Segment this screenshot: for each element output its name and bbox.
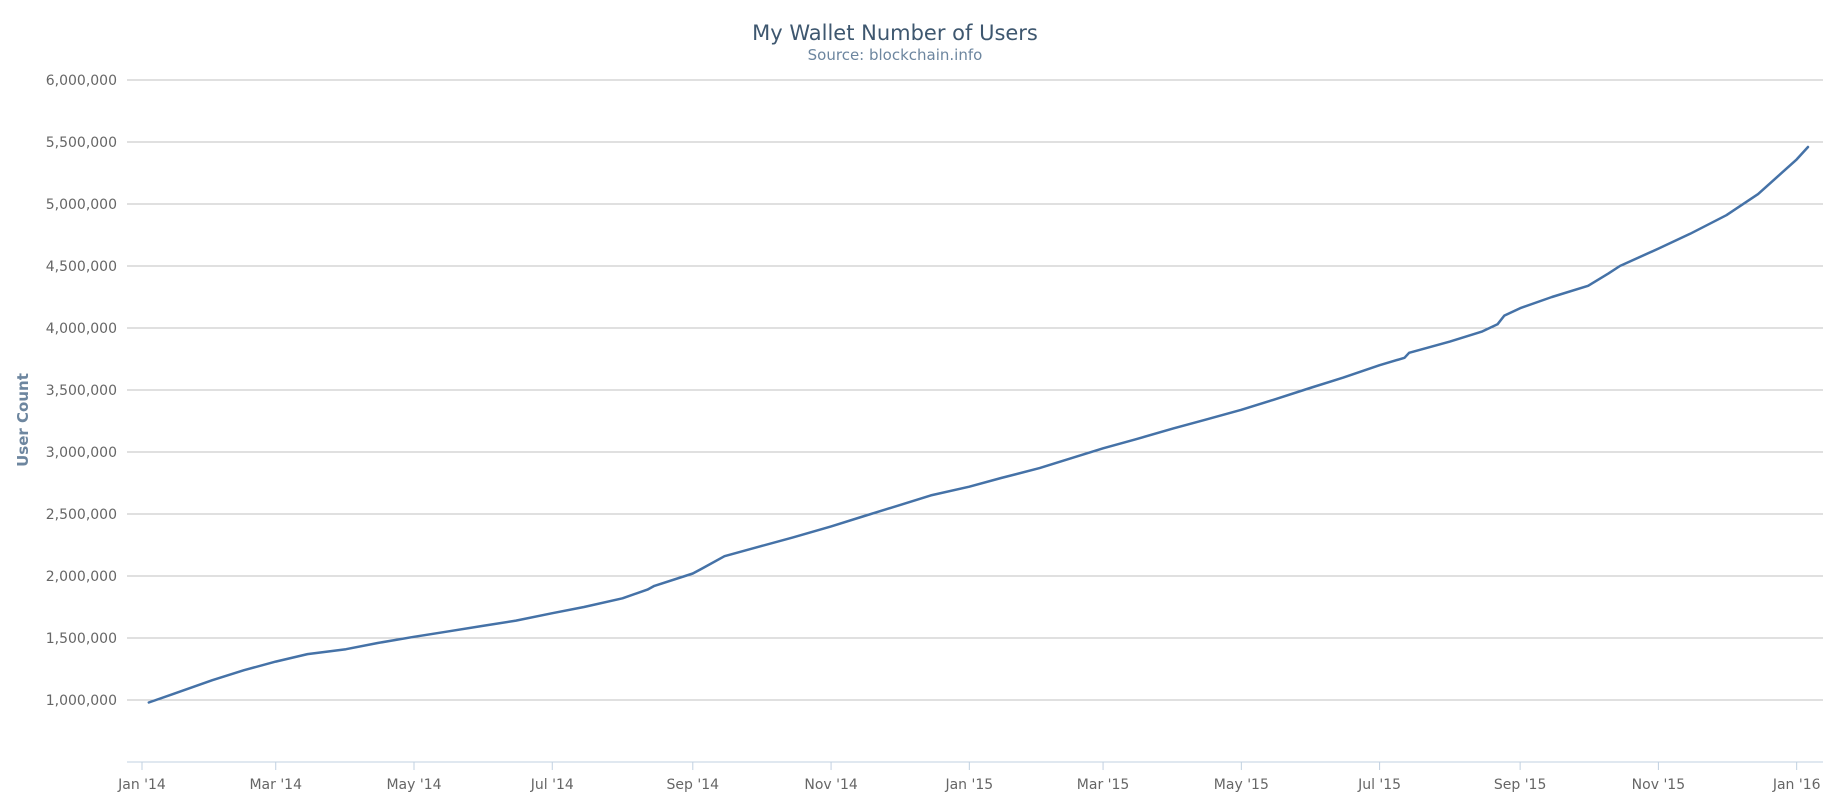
chart-subtitle: Source: blockchain.info	[808, 46, 983, 64]
chart-title: My Wallet Number of Users	[752, 21, 1038, 45]
y-tick-label: 2,500,000	[46, 507, 117, 523]
x-tick-label: Mar '14	[249, 777, 302, 793]
y-tick-label: 5,000,000	[46, 197, 117, 213]
y-axis-ticks: 1,000,000 1,500,000 2,000,000 2,500,000 3,00…	[46, 73, 117, 709]
x-tick-label: Jan '15	[944, 777, 993, 793]
y-tick-label: 6,000,000	[46, 73, 117, 89]
x-tick-label: May '15	[1214, 777, 1269, 793]
series-layer	[147, 145, 1810, 704]
y-axis-title: User Count	[14, 373, 32, 467]
x-tick-label: Mar '15	[1077, 777, 1130, 793]
gridlines	[127, 79, 1823, 701]
y-tick-label: 4,500,000	[46, 259, 117, 275]
x-tick-label: Sep '15	[1494, 777, 1547, 793]
y-tick-label: 5,500,000	[46, 135, 117, 151]
y-tick-label: 3,000,000	[46, 445, 117, 461]
y-tick-label: 1,000,000	[46, 693, 117, 709]
y-tick-label: 4,000,000	[46, 321, 117, 337]
x-tick-label: May '14	[386, 777, 441, 793]
x-axis-ticks: Jan '14 Mar '14 May '14 Jul '14 Sep '14 Nov '…	[117, 762, 1821, 793]
y-tick-label: 3,500,000	[46, 383, 117, 399]
y-tick-label: 1,500,000	[46, 631, 117, 647]
x-tick-label: Jul '14	[530, 777, 574, 793]
x-tick-label: Nov '15	[1632, 777, 1685, 793]
x-tick-label: Nov '14	[804, 777, 858, 793]
x-tick-label: Sep '14	[667, 777, 720, 793]
y-tick-label: 2,000,000	[46, 569, 117, 585]
series-line	[147, 145, 1810, 704]
x-tick-label: Jul '15	[1357, 777, 1401, 793]
x-tick-label: Jan '16	[1772, 777, 1821, 793]
x-tick-label: Jan '14	[117, 777, 166, 793]
